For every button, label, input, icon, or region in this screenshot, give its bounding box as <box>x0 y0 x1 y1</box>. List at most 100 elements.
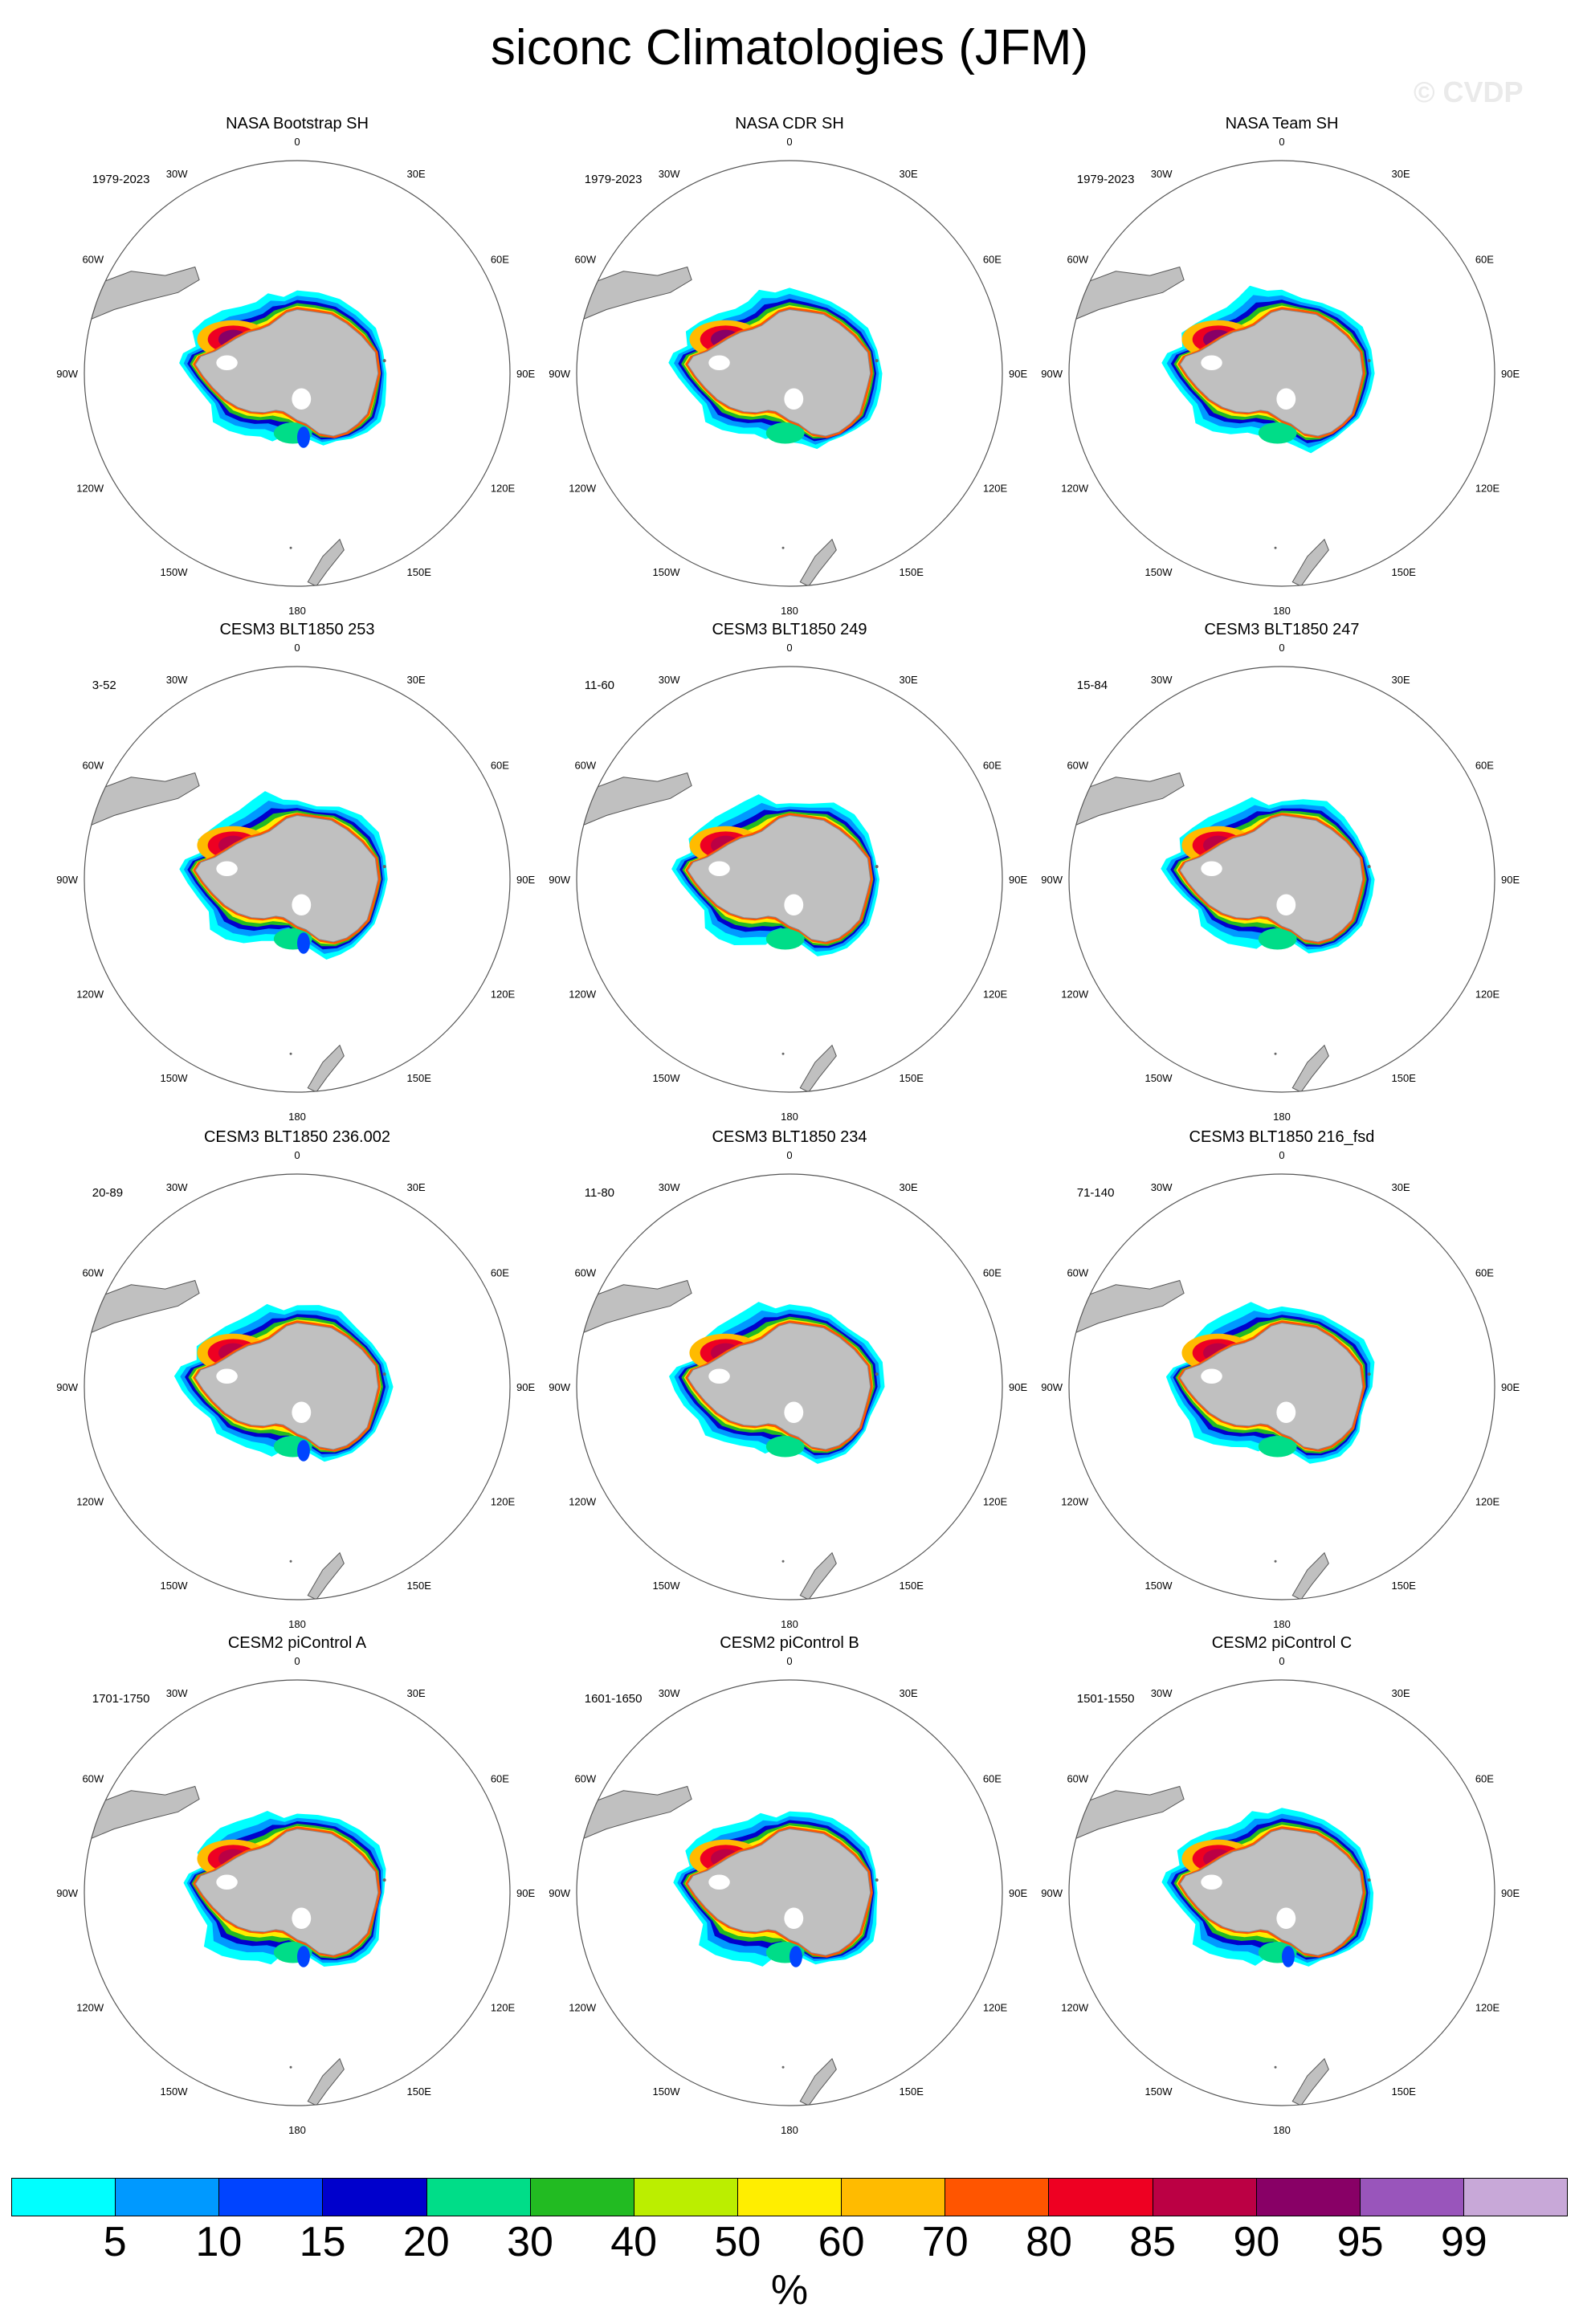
longitude-label: 90E <box>1009 1381 1027 1393</box>
panel-title: CESM3 BLT1850 249 <box>712 621 867 638</box>
longitude-label: 150W <box>653 1072 681 1084</box>
longitude-label: 150E <box>407 2085 432 2098</box>
map-panel: CESM3 BLT1850 247 15-84 0 30E 60E 90E 120E 150E… <box>1041 621 1520 1123</box>
longitude-label: 180 <box>781 2124 798 2136</box>
map-panel: NASA CDR SH 1979-2023 0 30E 60E 90E 120E 150E 18… <box>549 115 1027 617</box>
longitude-label: 120W <box>1061 2002 1089 2014</box>
map-boundary <box>84 160 511 587</box>
map-content <box>1069 1174 1495 1600</box>
panel-period: 3-52 <box>92 679 116 692</box>
longitude-label: 90E <box>1501 368 1520 380</box>
longitude-label: 90W <box>1041 368 1063 380</box>
longitude-label: 30W <box>1151 674 1173 686</box>
longitude-label: 60W <box>574 254 596 266</box>
longitude-label: 180 <box>1273 2124 1291 2136</box>
panel-period: 1601-1650 <box>585 1692 643 1706</box>
longitude-label: 30W <box>166 1181 188 1193</box>
longitude-label: 180 <box>288 605 306 617</box>
longitude-label: 0 <box>294 136 300 148</box>
longitude-label: 60E <box>491 1267 509 1279</box>
watermark: © CVDP <box>1414 75 1524 108</box>
longitude-label: 0 <box>294 1655 300 1667</box>
panel-period: 1979-2023 <box>585 173 643 186</box>
longitude-label: 30W <box>166 168 188 180</box>
map-panel: CESM2 piControl B 1601-1650 0 30E 60E 90E 120E… <box>549 1634 1027 2136</box>
longitude-label: 90E <box>1501 1887 1520 1899</box>
longitude-label: 150W <box>161 566 189 578</box>
map-boundary <box>84 666 511 1093</box>
colorbar-box <box>1360 2179 1464 2216</box>
map-panel: NASA Bootstrap SH 1979-2023 0 30E 60E 90E 120E… <box>56 115 535 617</box>
longitude-label: 150E <box>1392 566 1417 578</box>
longitude-label: 30W <box>1151 1181 1173 1193</box>
panel-period: 1979-2023 <box>92 173 150 186</box>
longitude-label: 120W <box>76 1496 104 1508</box>
map-boundary <box>576 1173 1003 1600</box>
longitude-label: 30E <box>1392 1687 1410 1699</box>
longitude-label: 150W <box>653 566 681 578</box>
map-boundary <box>1068 1679 1495 2106</box>
panel-period: 15-84 <box>1077 679 1108 692</box>
colorbar-level-label: 20 <box>402 2219 450 2265</box>
panel-title: CESM3 BLT1850 247 <box>1204 621 1359 638</box>
longitude-label: 120W <box>1061 483 1089 495</box>
longitude-label: 150W <box>653 1580 681 1592</box>
map-panel: CESM3 BLT1850 216_fsd 71-140 0 30E 60E 90E 120… <box>1041 1128 1520 1630</box>
panel-title: NASA CDR SH <box>735 115 844 133</box>
longitude-label: 90W <box>56 874 78 886</box>
longitude-label: 150E <box>407 1072 432 1084</box>
longitude-label: 120E <box>983 483 1008 495</box>
longitude-label: 60E <box>1475 1773 1494 1785</box>
map-boundary <box>84 1173 511 1600</box>
panel-title: CESM3 BLT1850 253 <box>219 621 374 638</box>
longitude-label: 120E <box>491 2002 516 2014</box>
map-panel: NASA Team SH 1979-2023 0 30E 60E 90E 120E 150E 1… <box>1041 115 1520 617</box>
longitude-label: 30E <box>900 674 918 686</box>
longitude-label: 120W <box>569 2002 597 2014</box>
longitude-label: 30E <box>900 1687 918 1699</box>
longitude-label: 150W <box>653 2085 681 2098</box>
colorbar-labels: 5 10 15 20 30 40 50 60 70 80 85 90 95 99 <box>11 2218 1568 2266</box>
panel-title: CESM3 BLT1850 236.002 <box>204 1128 390 1146</box>
longitude-label: 90W <box>1041 1887 1063 1899</box>
map-content <box>1069 161 1495 586</box>
panel-period: 11-60 <box>585 679 614 692</box>
longitude-label: 180 <box>1273 1618 1291 1630</box>
longitude-label: 60E <box>1475 254 1494 266</box>
longitude-label: 180 <box>1273 605 1291 617</box>
map-panel: CESM3 BLT1850 249 11-60 0 30E 60E 90E 120E 150E… <box>549 621 1027 1123</box>
longitude-label: 90E <box>1009 1887 1027 1899</box>
colorbar-box <box>634 2179 738 2216</box>
longitude-label: 90W <box>549 1887 570 1899</box>
longitude-label: 60W <box>574 1773 596 1785</box>
longitude-label: 150W <box>161 1580 189 1592</box>
longitude-label: 90E <box>516 874 535 886</box>
longitude-label: 30E <box>407 1181 426 1193</box>
longitude-label: 150E <box>1392 1072 1417 1084</box>
map-panels-svg: NASA Bootstrap SH 1979-2023 0 30E 60E 90E 120E… <box>56 115 1520 2136</box>
map-panel: CESM3 BLT1850 236.002 20-89 0 30E 60E 90E 120E… <box>56 1128 535 1630</box>
longitude-label: 30W <box>659 168 680 180</box>
longitude-label: 180 <box>781 1618 798 1630</box>
colorbar-box <box>1256 2179 1361 2216</box>
longitude-label: 90E <box>1501 874 1520 886</box>
map-content <box>84 667 510 1092</box>
colorbar-level-label: 10 <box>195 2219 243 2265</box>
longitude-label: 30E <box>1392 1181 1410 1193</box>
longitude-label: 150E <box>900 1072 924 1084</box>
longitude-label: 120E <box>491 989 516 1001</box>
panel-title: CESM2 piControl B <box>720 1634 859 1652</box>
longitude-label: 60W <box>82 254 104 266</box>
longitude-label: 60E <box>491 1773 509 1785</box>
colorbar-box <box>12 2179 116 2216</box>
colorbar-level-label: 70 <box>921 2219 969 2265</box>
map-panel: CESM3 BLT1850 253 3-52 0 30E 60E 90E 120E 150E 1… <box>56 621 535 1123</box>
longitude-label: 0 <box>786 136 792 148</box>
colorbar-level-label: 40 <box>610 2219 658 2265</box>
map-boundary <box>1068 666 1495 1093</box>
longitude-label: 120W <box>76 989 104 1001</box>
map-boundary <box>576 160 1003 587</box>
longitude-label: 30W <box>659 1181 680 1193</box>
longitude-label: 180 <box>288 1111 306 1123</box>
colorbar-level-label: 95 <box>1336 2219 1384 2265</box>
